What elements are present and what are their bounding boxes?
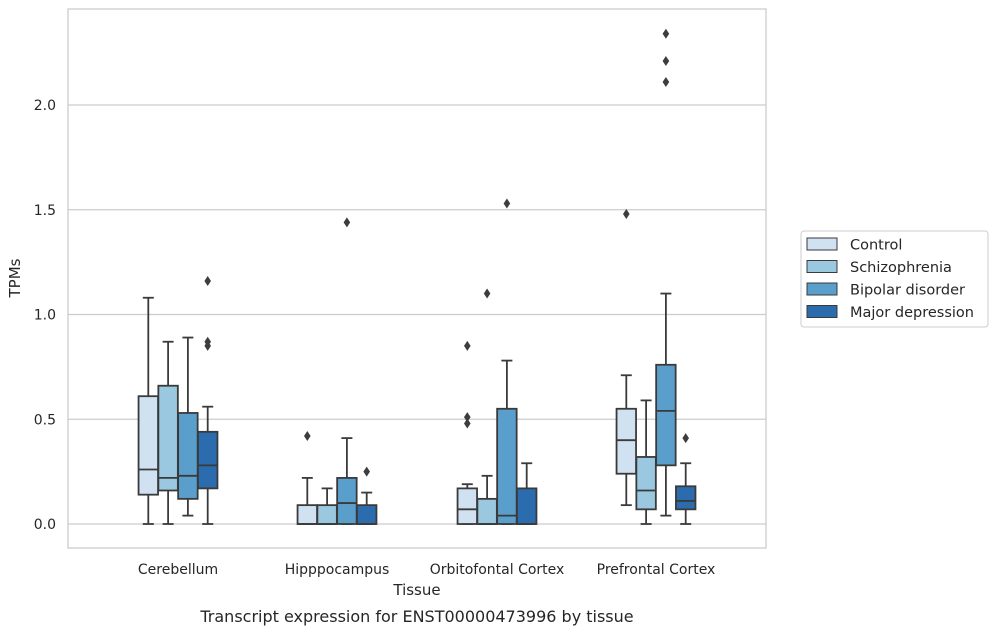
box-series	[137, 28, 697, 525]
box-iqr	[476, 497, 498, 525]
outlier-point	[204, 275, 211, 286]
y-tick-label: 0.0	[34, 517, 56, 533]
x-tick-label: Cerebellum	[138, 562, 218, 578]
box-control	[137, 296, 159, 525]
y-tick-label: 2.0	[34, 98, 56, 114]
legend-swatch	[806, 260, 838, 273]
box-schizophrenia	[635, 399, 657, 525]
legend-label: Control	[850, 238, 902, 254]
box-iqr	[296, 504, 318, 525]
y-tick-label: 1.5	[34, 203, 56, 219]
x-tick-labels: Cerebellum Hipppocampus Orbitofontal Corte…	[138, 562, 715, 578]
y-tick-label: 0.5	[34, 412, 56, 428]
box-bipolar-disorder	[496, 198, 518, 525]
outlier-point	[662, 76, 670, 87]
outlier-point	[464, 418, 471, 429]
outlier-point	[343, 217, 351, 228]
box-schizophrenia	[476, 288, 498, 525]
box-iqr	[496, 407, 518, 525]
outlier-point	[682, 433, 689, 444]
legend-swatch	[806, 237, 838, 251]
box-iqr	[675, 485, 697, 511]
legend: Control Schizophrenia Bipolar disorder Majo…	[800, 230, 989, 328]
box-iqr	[516, 487, 538, 525]
outlier-point	[483, 288, 491, 299]
box-bipolar-disorder	[177, 336, 199, 517]
box-iqr	[635, 456, 657, 511]
y-axis-label: TPMs	[6, 258, 24, 298]
outlier-point	[662, 28, 670, 39]
x-axis-label: Tissue	[392, 581, 440, 599]
x-tick-label: Hipppocampus	[285, 562, 390, 578]
box-control	[296, 431, 318, 525]
outlier-point	[623, 208, 630, 219]
box-iqr	[655, 363, 677, 467]
outlier-point	[304, 431, 311, 442]
box-bipolar-disorder	[336, 217, 358, 525]
box-iqr	[177, 412, 199, 500]
box-control	[615, 208, 637, 507]
chart-caption: Transcript expression for ENST0000047399…	[199, 607, 633, 626]
box-iqr	[615, 407, 637, 475]
y-tick-label: 1.0	[34, 308, 56, 324]
x-tick-label: Prefrontal Cortex	[597, 562, 716, 578]
box-schizophrenia	[157, 340, 179, 525]
x-tick-label: Orbitofontal Cortex	[430, 562, 565, 578]
box-iqr	[197, 430, 219, 490]
legend-label: Bipolar disorder	[850, 283, 965, 299]
outlier-point	[464, 412, 471, 423]
box-bipolar-disorder	[655, 28, 677, 517]
outlier-point	[363, 466, 370, 477]
legend-frame	[800, 230, 989, 328]
box-iqr	[336, 477, 358, 525]
box-major-depression	[675, 433, 697, 525]
outlier-point	[464, 340, 471, 351]
box-major-depression	[197, 275, 219, 525]
box-iqr	[137, 395, 159, 496]
outlier-point	[503, 198, 511, 209]
legend-swatch	[806, 282, 838, 296]
legend-swatch	[806, 305, 838, 318]
y-tick-labels: 0.0 0.5 1.0 1.5 2.0	[34, 98, 56, 533]
box-iqr	[456, 487, 478, 525]
box-iqr	[316, 504, 338, 525]
legend-label: Major depression	[850, 305, 974, 321]
box-iqr	[157, 384, 179, 492]
box-iqr	[356, 504, 378, 525]
box-major-depression	[516, 462, 538, 525]
outlier-point	[662, 56, 670, 67]
box-major-depression	[356, 466, 378, 525]
outlier-point	[204, 336, 211, 347]
legend-label: Schizophrenia	[850, 260, 952, 276]
